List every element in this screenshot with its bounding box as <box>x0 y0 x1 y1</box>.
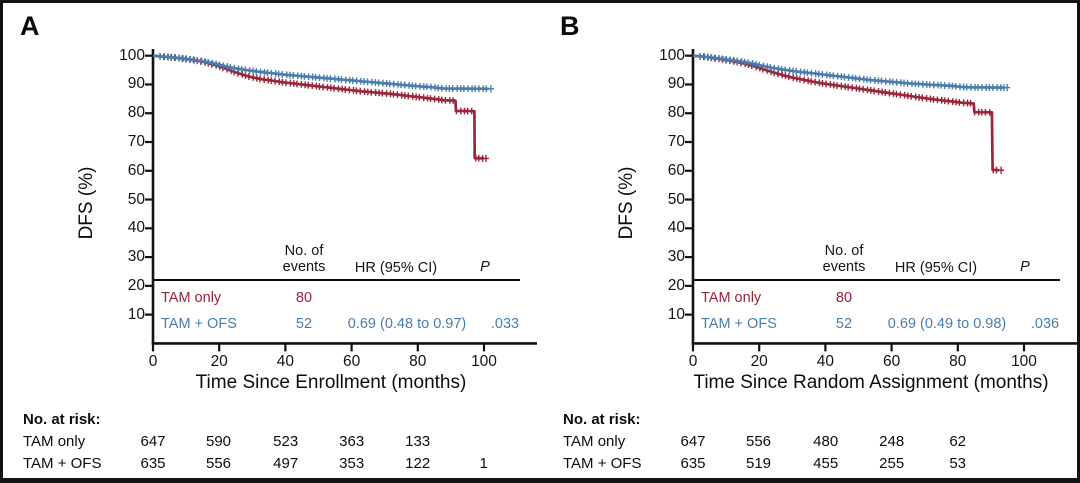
risk-row-value: 647 <box>140 433 166 450</box>
risk-row-value: 455 <box>813 455 839 472</box>
stats-row-name: TAM only <box>701 290 762 306</box>
x-tick-label: 40 <box>276 353 295 370</box>
censor-ticks-tam-only <box>159 52 489 163</box>
risk-row-value: 255 <box>879 455 905 472</box>
censor-ticks-tam-only <box>699 52 1005 174</box>
risk-table-title: No. at risk: <box>563 411 641 428</box>
risk-row-name: TAM + OFS <box>23 455 102 472</box>
y-tick-label: 20 <box>127 276 145 294</box>
y-tick-label: 50 <box>667 190 685 208</box>
x-tick-label: 100 <box>471 353 497 370</box>
risk-row-value: 523 <box>273 433 299 450</box>
risk-row-value: 556 <box>205 455 232 472</box>
y-tick-label: 30 <box>667 248 685 266</box>
y-tick-label: 50 <box>127 190 145 208</box>
risk-row-value: 647 <box>680 433 706 450</box>
x-tick-label: 60 <box>342 353 361 370</box>
x-tick-label: 20 <box>750 353 768 370</box>
y-tick-label: 30 <box>127 248 145 266</box>
risk-row-name: TAM + OFS <box>563 455 642 472</box>
stats-row-events: 80 <box>295 290 313 306</box>
km-curve-tam-only <box>692 54 1000 172</box>
km-curve-tam-ofs <box>152 54 490 91</box>
x-axis-title: Time Since Enrollment (months) <box>195 372 467 393</box>
stats-p-header: P <box>1020 259 1030 275</box>
risk-row-value: 556 <box>745 433 772 450</box>
x-tick-label: 0 <box>688 353 698 370</box>
risk-row-name: TAM only <box>23 433 86 450</box>
censor-ticks-tam-ofs <box>159 52 494 93</box>
risk-row-value: 248 <box>879 433 905 450</box>
panel-a: A 100 90 80 70 60 50 40 30 20 10 DFS (%) 0 20 40 60 80 10… <box>3 3 543 478</box>
x-tick-label: 20 <box>210 353 228 370</box>
risk-row-value: 353 <box>339 455 365 472</box>
x-tick-label: 60 <box>882 353 901 370</box>
y-axis-title: DFS (%) <box>76 166 97 240</box>
x-tick-label: 0 <box>148 353 158 370</box>
risk-row-value: 480 <box>813 433 839 450</box>
km-plot-b <box>685 49 1077 352</box>
y-tick-label: 20 <box>667 276 685 294</box>
risk-row-value: 1 <box>479 455 488 472</box>
y-tick-label: 70 <box>127 133 145 150</box>
stats-row-p: .036 <box>1030 316 1060 332</box>
risk-row-value: 53 <box>949 455 967 472</box>
stats-events-header: No. of events <box>822 243 866 275</box>
risk-row-value: 133 <box>405 433 431 450</box>
stats-row-p: .033 <box>490 316 520 332</box>
stats-row-events: 52 <box>295 316 313 332</box>
stats-hr-header: HR (95% CI) <box>354 260 438 276</box>
y-tick-label: 40 <box>127 219 145 237</box>
risk-row-name: TAM only <box>563 433 626 450</box>
risk-row-value: 122 <box>405 455 431 472</box>
risk-row-value: 519 <box>745 455 772 472</box>
y-tick-label: 90 <box>667 75 685 93</box>
stats-hr-header: HR (95% CI) <box>894 260 978 276</box>
y-tick-label: 60 <box>667 161 685 179</box>
km-curve-tam-only <box>152 54 485 160</box>
y-axis-title: DFS (%) <box>616 166 637 240</box>
x-axis-title: Time Since Random Assignment (months) <box>693 372 1049 393</box>
y-tick-label: 40 <box>667 219 685 237</box>
y-tick-label: 90 <box>127 75 145 93</box>
y-tick-label: 70 <box>667 133 685 150</box>
stats-row-hr: 0.69 (0.48 to 0.97) <box>347 316 467 332</box>
km-plot-a <box>145 49 537 352</box>
km-curve-tam-ofs <box>692 54 1006 89</box>
risk-row-value: 590 <box>205 433 232 450</box>
y-tick-label: 80 <box>127 104 145 122</box>
stats-row-events: 80 <box>835 290 853 306</box>
x-tick-label: 80 <box>409 353 427 370</box>
stats-row-hr: 0.69 (0.49 to 0.98) <box>887 316 1007 332</box>
risk-row-value: 363 <box>339 433 365 450</box>
stats-row-name: TAM + OFS <box>701 316 777 332</box>
y-tick-label: 60 <box>127 161 145 179</box>
risk-row-value: 635 <box>680 455 706 472</box>
risk-row-value: 497 <box>273 455 299 472</box>
y-tick-label: 10 <box>127 305 145 323</box>
risk-row-value: 635 <box>140 455 166 472</box>
stats-row-name: TAM + OFS <box>161 316 237 332</box>
y-tick-label: 80 <box>667 104 685 122</box>
panel-b: B 100 90 80 70 60 50 40 30 20 10 DFS (%) 0 20 40 60 80 10… <box>543 3 1077 478</box>
stats-header-rule <box>153 279 520 282</box>
stats-row-events: 52 <box>835 316 853 332</box>
x-tick-label: 40 <box>816 353 835 370</box>
x-tick-label: 100 <box>1011 353 1037 370</box>
stats-p-header: P <box>480 259 490 275</box>
panel-letter: A <box>20 11 40 41</box>
risk-row-value: 62 <box>949 433 967 450</box>
y-tick-label: 100 <box>659 46 685 64</box>
panel-letter: B <box>560 11 580 41</box>
y-tick-label: 100 <box>119 46 145 64</box>
stats-header-rule <box>693 279 1060 282</box>
x-tick-label: 80 <box>949 353 967 370</box>
censor-ticks-tam-ofs <box>699 52 1011 92</box>
risk-table-title: No. at risk: <box>23 411 101 428</box>
stats-events-header: No. of events <box>282 243 326 275</box>
stats-row-name: TAM only <box>161 290 222 306</box>
y-tick-label: 10 <box>667 305 685 323</box>
